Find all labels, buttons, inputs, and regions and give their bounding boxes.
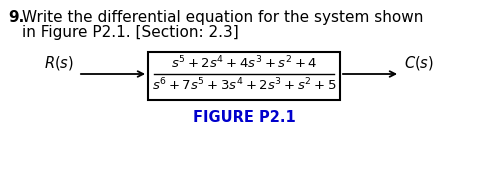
Text: FIGURE P2.1: FIGURE P2.1 bbox=[193, 110, 295, 125]
Text: 9.: 9. bbox=[8, 10, 24, 25]
Text: in Figure P2.1. [Section: 2.3]: in Figure P2.1. [Section: 2.3] bbox=[22, 25, 239, 40]
Text: $s^5 + 2s^4 + 4s^3 + s^2 + 4$: $s^5 + 2s^4 + 4s^3 + s^2 + 4$ bbox=[171, 54, 317, 71]
Text: $R(s)$: $R(s)$ bbox=[44, 54, 74, 72]
Text: $s^6 + 7s^5 + 3s^4 + 2s^3 + s^2 + 5$: $s^6 + 7s^5 + 3s^4 + 2s^3 + s^2 + 5$ bbox=[152, 77, 337, 94]
Text: Write the differential equation for the system shown: Write the differential equation for the … bbox=[22, 10, 424, 25]
Bar bbox=[148, 52, 340, 100]
Text: $C(s)$: $C(s)$ bbox=[404, 54, 434, 72]
